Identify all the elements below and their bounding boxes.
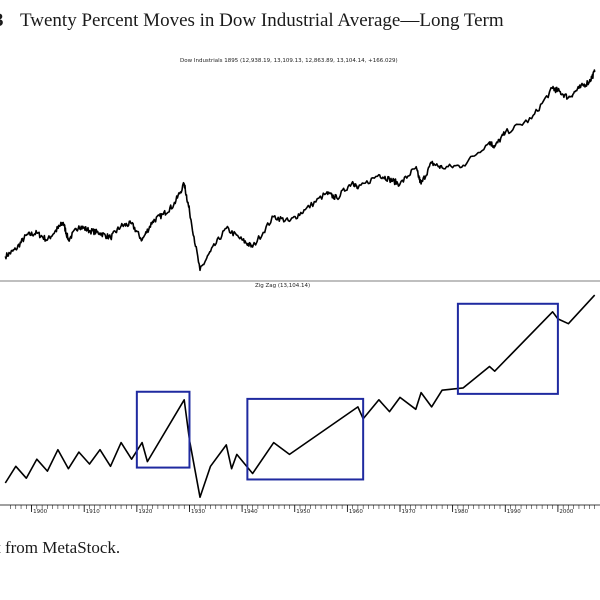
- figure-caption-text: t from MetaStock.: [0, 538, 121, 557]
- x-tick-label: 1930: [191, 509, 205, 515]
- highlight-box-1: [135, 390, 191, 469]
- figure-title-text: Twenty Percent Moves in Dow Industrial A…: [20, 10, 504, 31]
- figure-caption: t from MetaStock.: [0, 536, 600, 566]
- x-tick-label: 1980: [454, 509, 468, 515]
- figure-title: 3 Twenty Percent Moves in Dow Industrial…: [0, 6, 600, 36]
- zig-zag-series-line: [4, 294, 596, 499]
- bottom-panel-legend: Zig Zag (13,104.14): [255, 283, 310, 289]
- x-tick-label: 1960: [349, 509, 363, 515]
- x-tick-label: 1910: [86, 509, 100, 515]
- x-tick-label: 1900: [33, 509, 47, 515]
- figure-number: 3: [0, 10, 4, 32]
- dow-price-series-line: [4, 69, 596, 272]
- x-tick-label: 1990: [507, 509, 521, 515]
- x-tick-label: 1920: [138, 509, 152, 515]
- highlight-box-3: [456, 302, 559, 395]
- highlight-box-2: [246, 397, 365, 481]
- x-tick-label: 1940: [244, 509, 258, 515]
- x-tick-label: 2000: [559, 509, 573, 515]
- x-tick-label: 1970: [402, 509, 416, 515]
- top-panel-legend: Dow Industrials 1895 (12,938.19, 13,109.…: [180, 58, 398, 64]
- x-tick-label: 1950: [296, 509, 310, 515]
